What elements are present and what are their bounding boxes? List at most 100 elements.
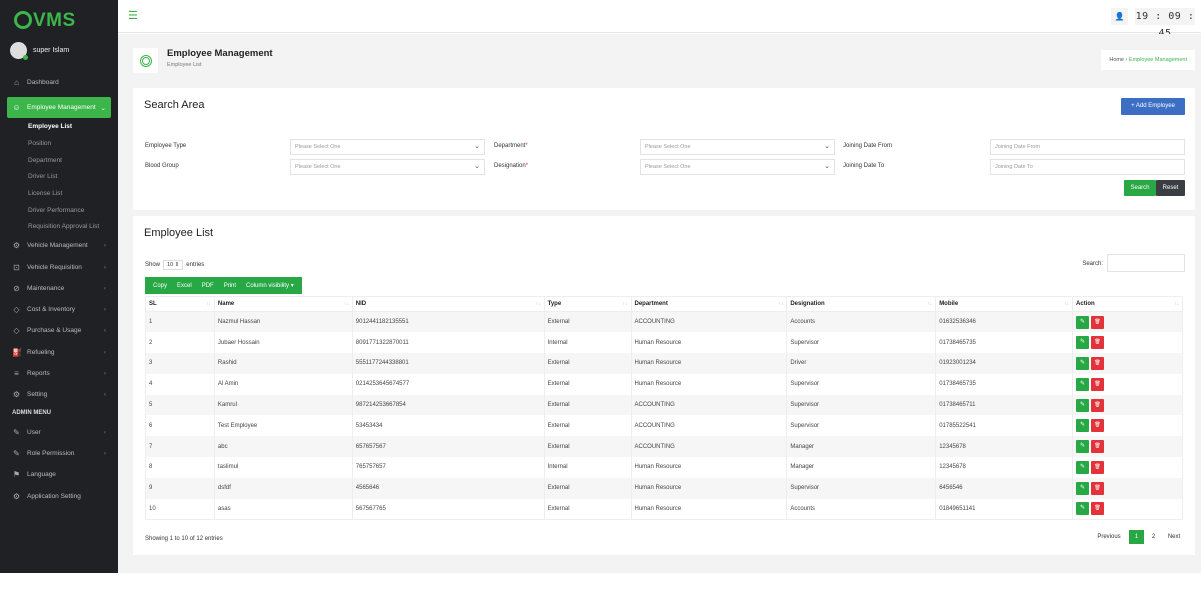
department-select[interactable]: Please Select One ⌄ <box>640 139 835 155</box>
employee-table: SL ↑↓ Name ↑↓ NID ↑↓ Type ↑↓ Department ↑↓ Designa… <box>145 296 1183 520</box>
sidebar-item-user[interactable]: ✎ User ‹ <box>0 421 118 442</box>
edit-icon[interactable]: ✎ <box>1076 315 1090 329</box>
cell-designation: Accounts <box>786 498 937 520</box>
sidebar-subitem[interactable]: License List <box>28 189 63 197</box>
edit-icon[interactable]: ✎ <box>1076 440 1090 454</box>
edit-icon[interactable]: ✎ <box>1076 336 1090 350</box>
cell-sl: 8 <box>145 457 215 478</box>
sort-icon: ↑↓ <box>535 301 541 307</box>
chevron-down-icon: ⌄ <box>824 143 830 150</box>
search-area-card: Search Area + Add Employee Employee Type… <box>133 88 1195 210</box>
search-button[interactable]: Search <box>1124 180 1156 196</box>
chevron-left-icon: ‹ <box>103 391 106 399</box>
delete-icon[interactable]: 🗑 <box>1091 377 1105 391</box>
delete-icon[interactable]: 🗑 <box>1091 419 1105 433</box>
delete-icon[interactable]: 🗑 <box>1091 440 1105 454</box>
edit-icon[interactable]: ✎ <box>1076 377 1090 391</box>
sidebar-subitem[interactable]: Driver List <box>28 173 58 181</box>
add-employee-button[interactable]: + Add Employee <box>1121 98 1185 115</box>
delete-icon[interactable]: 🗑 <box>1091 356 1105 370</box>
sidebar-subitem[interactable]: Requisition Approval List <box>28 223 100 231</box>
edit-icon[interactable]: ✎ <box>1076 356 1090 370</box>
edit-icon[interactable]: ✎ <box>1076 481 1090 495</box>
delete-icon[interactable]: 🗑 <box>1091 502 1105 516</box>
sidebar-item-employee-management[interactable]: ☺ Employee Management ⌄ <box>7 97 111 119</box>
flag-icon: ⚑ <box>12 470 21 480</box>
cell-mobile: 01632536346 <box>935 311 1074 333</box>
breadcrumb-home[interactable]: Home <box>1109 57 1125 63</box>
edit-icon[interactable]: ✎ <box>1076 460 1090 474</box>
cell-action: ✎ 🗑 <box>1072 498 1183 520</box>
edit-icon[interactable]: ✎ <box>1076 502 1090 516</box>
delete-icon[interactable]: 🗑 <box>1091 315 1105 329</box>
pagination-next[interactable]: Next <box>1167 534 1181 540</box>
report-icon: ≡ <box>14 369 19 379</box>
avatar <box>10 42 28 60</box>
sidebar-item-dashboard[interactable]: ⌂ Dashboard <box>0 72 118 93</box>
joining-date-to-input[interactable]: Joining Date To <box>990 159 1185 175</box>
export-print-button[interactable]: Print <box>223 282 237 289</box>
column-header-designation[interactable]: Designation ↑↓ <box>786 296 937 312</box>
admin-menu-header: ADMIN MENU <box>12 410 51 417</box>
logo[interactable]: VMS <box>14 10 76 32</box>
sidebar-subitem[interactable]: Employee List <box>28 123 73 131</box>
sidebar-item-vehicle-management[interactable]: ⚙ Vehicle Management ‹ <box>0 235 118 256</box>
sidebar-item-cost-inventory[interactable]: ◇ Cost & Inventory ‹ <box>0 299 118 320</box>
column-header-action[interactable]: Action ↑↓ <box>1072 296 1183 312</box>
delete-icon[interactable]: 🗑 <box>1091 481 1105 495</box>
cell-type: Internal <box>543 457 632 478</box>
sidebar-item-label: Setting <box>27 391 48 399</box>
sidebar-item-application-setting[interactable]: ⚙ Application Setting <box>0 485 118 506</box>
cell-designation: Supervisor <box>786 373 937 395</box>
column-header-name[interactable]: Name ↑↓ <box>213 296 353 312</box>
sidebar-item-label: Role Permission <box>27 449 75 457</box>
column-header-mobile[interactable]: Mobile ↑↓ <box>935 296 1074 312</box>
export-column-button[interactable]: Column visibility ▾ <box>246 283 294 289</box>
employee-type-select[interactable]: Please Select One ⌄ <box>290 139 485 155</box>
sidebar-subitem[interactable]: Driver Performance <box>28 206 85 214</box>
pagination-previous[interactable]: Previous <box>1097 534 1121 540</box>
page-length-control: Show 10 ⇕ entries <box>145 260 205 270</box>
delete-icon[interactable]: 🗑 <box>1091 336 1105 350</box>
chevron-left-icon: ‹ <box>103 327 106 335</box>
joining-date-from-input[interactable]: Joining Date From <box>990 139 1185 155</box>
column-header-sl[interactable]: SL ↑↓ <box>145 296 215 312</box>
table-search-input[interactable] <box>1107 254 1185 272</box>
cell-type: External <box>543 436 632 458</box>
blood-group-select[interactable]: Please Select One ⌄ <box>290 159 485 175</box>
sidebar-item-vehicle-requisition[interactable]: ⊡ Vehicle Requisition ‹ <box>0 256 118 277</box>
delete-icon[interactable]: 🗑 <box>1091 460 1105 474</box>
column-header-department[interactable]: Department ↑↓ <box>630 296 788 312</box>
sidebar-item-role-permission[interactable]: ✎ Role Permission ‹ <box>0 443 118 464</box>
reset-button[interactable]: Reset <box>1156 180 1185 196</box>
user-add-icon[interactable]: 👤 <box>1111 8 1128 25</box>
sidebar-item-label: Reports <box>27 370 50 378</box>
cell-sl: 7 <box>145 436 215 458</box>
sidebar-item-purchase-usage[interactable]: ◇ Purchase & Usage ‹ <box>0 320 118 341</box>
sidebar-subitem[interactable]: Department <box>28 156 62 164</box>
employee-list-title: Employee List <box>144 227 214 239</box>
user-profile[interactable]: super Islam <box>10 42 69 60</box>
export-copy-button[interactable]: Copy <box>153 282 168 289</box>
column-header-nid[interactable]: NID ↑↓ <box>351 296 545 312</box>
employee-list-card: Employee List Show 10 ⇕ entries Search: … <box>133 216 1195 555</box>
edit-icon[interactable]: ✎ <box>1076 398 1090 412</box>
entries-select[interactable]: 10 ⇕ <box>163 260 184 270</box>
edit-icon[interactable]: ✎ <box>1076 419 1090 433</box>
pagination-page-2[interactable]: 2 <box>1151 534 1156 540</box>
delete-icon[interactable]: 🗑 <box>1091 398 1105 412</box>
cell-department: Human Resource <box>630 332 788 354</box>
sidebar-subitem[interactable]: Position <box>28 139 52 147</box>
sidebar-item-maintenance[interactable]: ⊘ Maintenance ‹ <box>0 278 118 299</box>
pagination-page-1[interactable]: 1 <box>1129 530 1144 544</box>
menu-toggle-icon[interactable]: ☰ <box>128 10 138 22</box>
export-pdf-button[interactable]: PDF <box>201 282 214 289</box>
sidebar-item-setting[interactable]: ⚙ Setting ‹ <box>0 384 118 405</box>
column-header-type[interactable]: Type ↑↓ <box>543 296 632 312</box>
export-excel-button[interactable]: Excel <box>177 282 192 289</box>
sidebar-item-language[interactable]: ⚑ Language <box>0 464 118 485</box>
table-search-label: Search: <box>1082 261 1103 267</box>
sidebar-item-refueling[interactable]: ⛽ Refueling ‹ <box>0 342 118 363</box>
designation-select[interactable]: Please Select One ⌄ <box>640 159 835 175</box>
sidebar-item-reports[interactable]: ≡ Reports ‹ <box>0 363 118 384</box>
